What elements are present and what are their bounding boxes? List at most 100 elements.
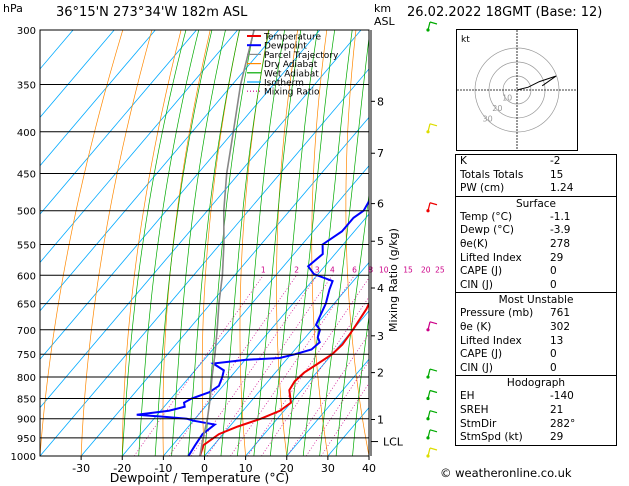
dry-adiabat-line	[162, 30, 211, 456]
indices-value: 0	[550, 348, 557, 361]
isotherm-line	[163, 213, 369, 456]
series-dewpoint-line	[136, 199, 369, 456]
pressure-tick-label: 450	[17, 169, 36, 180]
indices-row: Lifted Index 13	[456, 335, 616, 349]
km-tick-label: 2	[377, 367, 384, 380]
dry-adiabat-line	[618, 30, 629, 456]
dry-adiabat-line	[40, 30, 124, 456]
indices-value: -140	[550, 390, 574, 403]
pressure-tick-label: 750	[17, 350, 36, 361]
indices-key: Totals Totals	[460, 168, 524, 181]
indices-value: -2	[550, 155, 561, 167]
km-tick-label: 1	[377, 414, 384, 427]
x-tick-label: -20	[113, 462, 131, 475]
isotherm-line	[286, 358, 369, 456]
mixing-ratio-line	[261, 296, 369, 456]
dry-adiabat-line	[80, 30, 153, 456]
hodograph-section-title: Hodograph	[506, 377, 566, 390]
pressure-tick-label: 650	[17, 300, 36, 311]
mixing-ratio-label: 4	[330, 265, 335, 274]
wet-adiabat-line	[187, 30, 240, 456]
indices-key: PW (cm)	[460, 182, 505, 195]
indices-key: Lifted Index	[460, 251, 522, 264]
wet-adiabat-line	[352, 313, 369, 456]
km-tick-label: 5	[377, 235, 384, 248]
indices-value: 0	[550, 265, 557, 278]
isotherm-line	[80, 116, 369, 456]
pressure-tick-label: 900	[17, 415, 36, 426]
indices-row: K -2	[456, 155, 616, 169]
isotherm-line	[121, 165, 369, 456]
mixing-ratio-label: 6	[352, 265, 357, 274]
indices-table: K -2 Totals Totals 15 PW (cm) 1.24 Surface Te…	[455, 154, 617, 446]
pressure-tick-label: 600	[17, 271, 36, 282]
asl-unit-label: ASL	[374, 15, 395, 28]
isotherm-line	[40, 30, 115, 118]
copyright-notice: © weatheronline.co.uk	[440, 466, 572, 480]
indices-value: 0	[550, 361, 557, 374]
x-tick-label: -10	[154, 462, 172, 475]
indices-key: SREH	[460, 403, 489, 416]
wind-barb-dot	[426, 375, 430, 379]
indices-key: CIN (J)	[460, 278, 493, 291]
wind-barb-flag	[429, 202, 438, 206]
indices-row: CIN (J) 0	[456, 362, 616, 376]
isotherm-line	[40, 30, 280, 312]
legend-label: Mixing Ratio	[264, 88, 320, 98]
pressure-tick-label: 500	[17, 207, 36, 218]
indices-row: Lifted Index 29	[456, 252, 616, 266]
mixing-ratio-line	[168, 275, 297, 456]
indices-key: CAPE (J)	[460, 348, 503, 361]
indices-key: EH	[460, 390, 475, 403]
indices-row: PW (cm) 1.24	[456, 182, 616, 196]
indices-value: -3.9	[550, 224, 571, 237]
indices-value: 1.24	[550, 182, 574, 195]
x-tick-label: 20	[280, 462, 294, 475]
indices-value: 282°	[550, 417, 576, 430]
x-tick-label: -30	[72, 462, 90, 475]
x-tick-label: 40	[362, 462, 376, 475]
indices-key: K	[460, 155, 467, 167]
indices-row: Pressure (mb) 761	[456, 307, 616, 321]
indices-key: θe (K)	[460, 320, 492, 333]
mixing-ratio-line	[286, 332, 369, 456]
indices-key: Lifted Index	[460, 334, 522, 347]
wind-barb-flag	[429, 410, 438, 414]
isotherm-line	[40, 30, 238, 264]
mixing-ratio-label: 10	[379, 265, 389, 274]
copyright-text: © weatheronline.co.uk	[440, 466, 572, 480]
wind-barb-flag	[429, 123, 438, 127]
mixing-ratio-line	[305, 360, 369, 456]
wind-barb-flag	[429, 368, 438, 372]
legend-label: Isotherm	[264, 79, 304, 89]
x-tick-label: 0	[201, 462, 208, 475]
legend-label: Wet Adiabat	[264, 69, 319, 79]
dry-adiabat-line	[121, 30, 182, 456]
indices-row: θe (K) 302	[456, 321, 616, 335]
isotherm-line	[40, 30, 156, 167]
indices-key: CIN (J)	[460, 361, 493, 374]
hodograph-trace	[516, 75, 557, 91]
mixing-ratio-line	[247, 277, 369, 456]
indices-key: CAPE (J)	[460, 265, 503, 278]
x-axis-label: Dewpoint / Temperature (°C)	[110, 470, 289, 485]
indices-value: 302	[550, 320, 571, 333]
mixing-ratio-line	[133, 275, 264, 456]
km-tick-label: 4	[377, 282, 384, 295]
legend-label: Temperature	[263, 33, 321, 43]
pressure-tick-label: 700	[17, 326, 36, 337]
pressure-tick-label: 1000	[11, 452, 36, 463]
wind-barb-flag	[429, 321, 438, 325]
surface-section-title: Surface	[515, 197, 556, 210]
pressure-tick-label: 800	[17, 373, 36, 384]
indices-row: SREH 21	[456, 404, 616, 418]
wind-barb-dot	[426, 28, 430, 32]
km-tick-label: 3	[377, 330, 384, 343]
mixing-ratio-line	[320, 382, 369, 456]
mixing-ratio-line	[230, 275, 355, 456]
indices-key: Temp (°C)	[460, 210, 513, 223]
indices-value: 278	[550, 237, 571, 250]
mixing-ratio-label: 2	[294, 265, 299, 274]
